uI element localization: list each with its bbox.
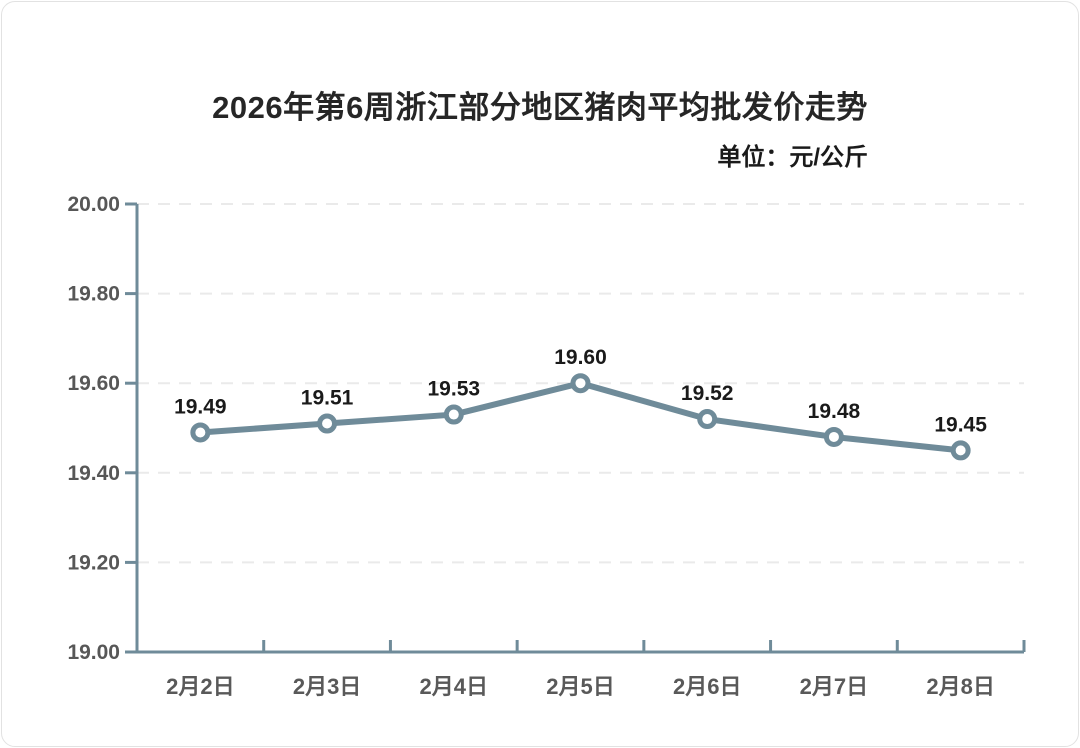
x-axis-label: 2月8日	[926, 674, 994, 699]
x-axis-label: 2月6日	[673, 674, 741, 699]
x-axis-label: 2月2日	[166, 674, 234, 699]
data-point-label: 19.49	[174, 395, 227, 418]
data-point-label: 19.51	[301, 387, 354, 410]
y-axis-label: 19.00	[67, 641, 120, 664]
x-axis-label: 2月4日	[420, 674, 488, 699]
data-point-label: 19.53	[428, 378, 481, 401]
chart-title: 2026年第6周浙江部分地区猪肉平均批发价走势	[212, 90, 868, 125]
data-point-marker	[697, 409, 718, 430]
data-point-marker	[190, 422, 211, 443]
x-axis-label: 2月3日	[293, 674, 361, 699]
data-point-label: 19.45	[934, 413, 987, 436]
y-axis-label: 20.00	[67, 193, 120, 216]
data-point-label: 19.60	[554, 346, 607, 369]
data-point-marker	[317, 413, 338, 434]
data-point-label: 19.48	[808, 400, 861, 423]
y-axis-label: 19.40	[67, 462, 120, 485]
data-point-marker	[823, 426, 844, 447]
data-point-label: 19.52	[681, 382, 734, 405]
x-axis-label: 2月5日	[546, 674, 614, 699]
x-axis-label: 2月7日	[800, 674, 868, 699]
data-point-marker	[950, 440, 971, 461]
unit-label: 单位：元/公斤	[717, 144, 868, 171]
data-point-marker	[570, 373, 591, 394]
y-axis-label: 19.60	[67, 372, 120, 395]
y-axis-label: 19.20	[67, 551, 120, 574]
y-axis-label: 19.80	[67, 283, 120, 306]
data-point-marker	[443, 404, 464, 425]
